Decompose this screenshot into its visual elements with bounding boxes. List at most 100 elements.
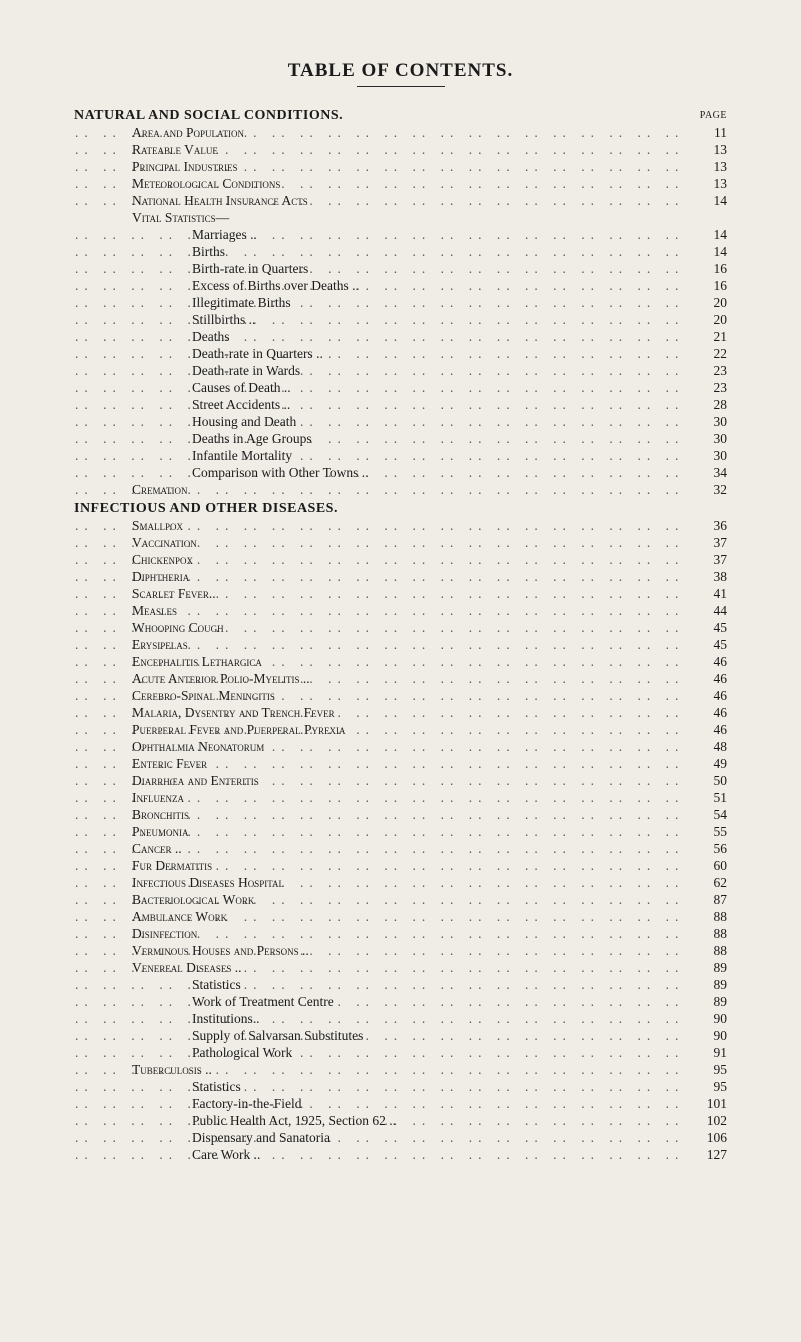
toc-entry-page: 91: [689, 1044, 727, 1061]
toc-entry-page: 14: [689, 192, 727, 209]
leader-dots: [75, 1095, 689, 1112]
toc-entry-page: 16: [689, 277, 727, 294]
toc-entry-page: 34: [689, 464, 727, 481]
toc-entry: Erysipelas45: [74, 636, 727, 653]
leader-dots: [75, 636, 689, 653]
section-heading: INFECTIOUS AND OTHER DISEASES.: [74, 498, 727, 517]
toc-entry: Public Health Act, 1925, Section 62 ..10…: [74, 1112, 727, 1129]
toc-entry: Dispensary and Sanatoria106: [74, 1129, 727, 1146]
leader-dots: [75, 891, 689, 908]
page-column-header: PAGE: [689, 105, 727, 124]
leader-dots: [75, 1010, 689, 1027]
leader-dots: [75, 976, 689, 993]
toc-entry: Smallpox36: [74, 517, 727, 534]
toc-entry: Housing and Death30: [74, 413, 727, 430]
toc-entry: National Health Insurance Acts14: [74, 192, 727, 209]
toc-entry-page: 37: [689, 551, 727, 568]
leader-dots: [75, 687, 689, 704]
leader-dots: [75, 311, 689, 328]
leader-dots: [75, 806, 689, 823]
toc-entry-page: 13: [689, 158, 727, 175]
section-heading-label: NATURAL AND SOCIAL CONDITIONS.: [74, 105, 75, 124]
leader-dots: [75, 704, 689, 721]
toc-entry-page: 60: [689, 857, 727, 874]
toc-entry-page: 46: [689, 670, 727, 687]
toc-entry: Fur Dermatitis60: [74, 857, 727, 874]
toc-entry-page: 90: [689, 1010, 727, 1027]
toc-entry: Scarlet Fever..41: [74, 585, 727, 602]
toc-entry: Tuberculosis ..95: [74, 1061, 727, 1078]
leader-dots: [75, 192, 689, 209]
toc-entry: Death-rate in Quarters ..22: [74, 345, 727, 362]
leader-dots: [75, 243, 689, 260]
leader-dots: [75, 277, 689, 294]
toc-body: NATURAL AND SOCIAL CONDITIONS.PAGEArea a…: [74, 105, 727, 1163]
leader-dots: [75, 551, 689, 568]
leader-dots: [75, 653, 689, 670]
toc-entry-page: 89: [689, 976, 727, 993]
toc-entry-page: 95: [689, 1078, 727, 1095]
toc-entry: Causes of Death ..23: [74, 379, 727, 396]
toc-entry-page: 54: [689, 806, 727, 823]
leader-dots: [75, 908, 689, 925]
toc-entry-page: 50: [689, 772, 727, 789]
leader-dots: [75, 602, 689, 619]
leader-dots: [75, 857, 689, 874]
leader-dots: [75, 874, 689, 891]
toc-entry-page: 38: [689, 568, 727, 585]
leader-dots: [75, 141, 689, 158]
toc-entry: Venereal Diseases ..89: [74, 959, 727, 976]
leader-dots: [75, 447, 689, 464]
toc-entry: Vital Statistics—: [74, 209, 727, 226]
toc-entry: Acute Anterior Polio-Myelitis ..46: [74, 670, 727, 687]
toc-entry: Bacteriological Work87: [74, 891, 727, 908]
toc-entry: Encephalitis Lethargica46: [74, 653, 727, 670]
toc-entry: Bronchitis54: [74, 806, 727, 823]
toc-entry: Rateable Value13: [74, 141, 727, 158]
toc-entry-page: 13: [689, 141, 727, 158]
toc-entry: Institutions..90: [74, 1010, 727, 1027]
toc-entry-page: 56: [689, 840, 727, 857]
toc-entry: Infectious Diseases Hospital62: [74, 874, 727, 891]
leader-dots: [75, 823, 689, 840]
section-heading-label: INFECTIOUS AND OTHER DISEASES.: [74, 498, 75, 517]
toc-entry-page: 28: [689, 396, 727, 413]
section-heading: NATURAL AND SOCIAL CONDITIONS. PAGE: [74, 105, 727, 124]
toc-entry-page: 46: [689, 653, 727, 670]
toc-entry-page: 89: [689, 959, 727, 976]
leader-dots: [75, 260, 689, 277]
leader-dots: [75, 1044, 689, 1061]
toc-entry-page: 106: [689, 1129, 727, 1146]
toc-entry-page: 30: [689, 413, 727, 430]
toc-entry-page: 13: [689, 175, 727, 192]
toc-entry-page: 48: [689, 738, 727, 755]
toc-entry: Marriages ..14: [74, 226, 727, 243]
leader-dots: [75, 396, 689, 413]
leader-dots: [75, 158, 689, 175]
toc-entry: Ophthalmia Neonatorum48: [74, 738, 727, 755]
toc-entry: Pneumonia55: [74, 823, 727, 840]
toc-entry: Illegitimate Births20: [74, 294, 727, 311]
leader-dots: [75, 345, 689, 362]
leader-dots: [75, 568, 689, 585]
title-rule: [357, 86, 445, 87]
leader-dots: [75, 1027, 689, 1044]
toc-entry-page: 46: [689, 687, 727, 704]
toc-entry-page: 46: [689, 721, 727, 738]
toc-entry-page: 30: [689, 447, 727, 464]
toc-entry: Deaths in Age Groups30: [74, 430, 727, 447]
toc-entry: Verminous Houses and Persons ..88: [74, 942, 727, 959]
toc-entry: Diarrhœa and Enteritis50: [74, 772, 727, 789]
toc-entry-page: 87: [689, 891, 727, 908]
toc-entry-page: 101: [689, 1095, 727, 1112]
toc-entry-page: 45: [689, 619, 727, 636]
leader-dots: [75, 1112, 689, 1129]
leader-dots: [75, 959, 689, 976]
page: TABLE OF CONTENTS. NATURAL AND SOCIAL CO…: [0, 0, 801, 1223]
toc-entry: Death-rate in Wards23: [74, 362, 727, 379]
toc-entry: Comparison with Other Towns ..34: [74, 464, 727, 481]
toc-entry-page: 20: [689, 294, 727, 311]
leader-dots: [75, 585, 689, 602]
toc-entry-page: 45: [689, 636, 727, 653]
leader-dots: [75, 379, 689, 396]
